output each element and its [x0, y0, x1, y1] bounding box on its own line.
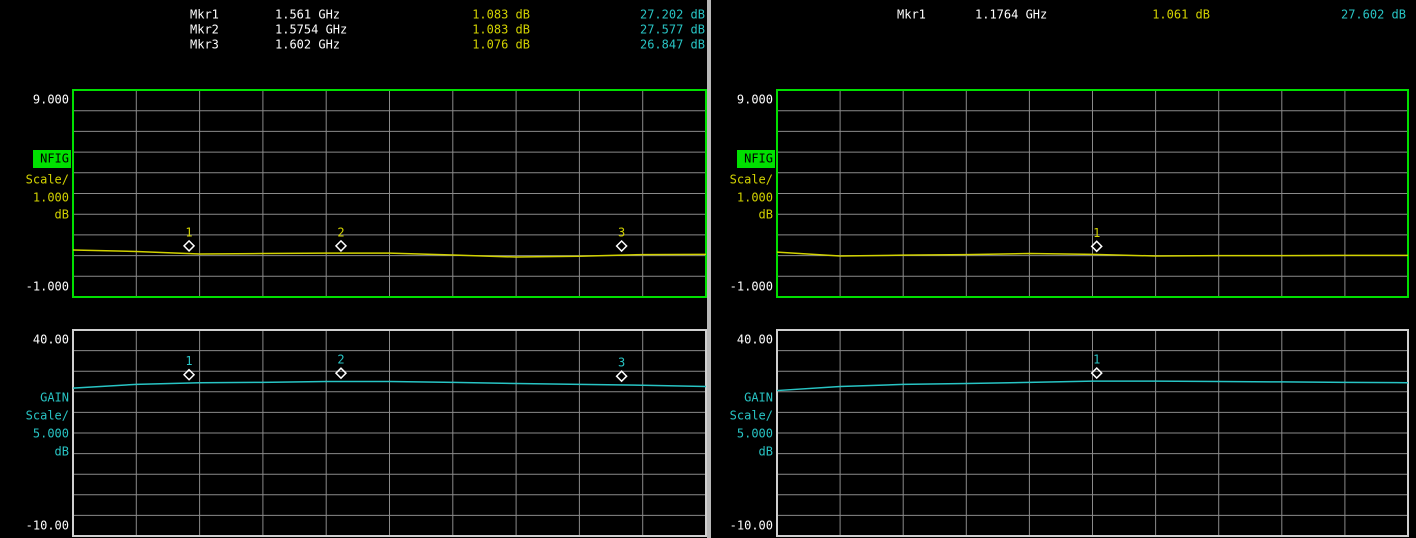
marker-diamond	[334, 367, 348, 380]
trace	[776, 251, 1408, 257]
scale-value: 1.000	[737, 191, 773, 205]
scale-value: 5.000	[737, 427, 773, 441]
marker-diamond	[182, 239, 196, 252]
scale-value: 5.000	[33, 427, 69, 441]
scale-label: Scale/	[26, 409, 69, 423]
trace	[72, 249, 707, 258]
plot-border	[72, 89, 707, 298]
y-tick-label: -1.000	[730, 280, 773, 294]
scale-label: Scale/	[730, 409, 773, 423]
trace	[776, 380, 1409, 392]
marker-name: Mkr1	[897, 8, 926, 22]
scale-label: Scale/	[730, 173, 773, 187]
scale-unit: dB	[759, 208, 773, 222]
y-tick-label: -10.00	[26, 519, 69, 533]
trace-name-box	[737, 150, 775, 168]
marker-gain: 27.602 dB	[1341, 8, 1406, 22]
y-tick-label: 9.000	[737, 93, 773, 107]
scale-unit: dB	[55, 445, 69, 459]
y-tick-label: 40.00	[33, 333, 69, 347]
marker-diamond	[182, 368, 196, 381]
trace-name: NFIG	[40, 152, 69, 166]
marker-id: 2	[337, 353, 344, 367]
marker-diamond	[615, 239, 628, 253]
plot-border	[776, 329, 1409, 537]
scale-label: Scale/	[26, 173, 69, 187]
marker-name: Mkr3	[190, 38, 219, 52]
marker-id: 1	[185, 354, 192, 368]
trace	[72, 380, 707, 389]
trace-name-box	[33, 150, 71, 168]
marker-id: 3	[618, 356, 625, 370]
y-tick-label: -10.00	[730, 519, 773, 533]
marker-diamond	[334, 239, 348, 252]
marker-diamond	[1090, 240, 1103, 253]
marker-gain: 27.202 dB	[640, 8, 705, 22]
marker-id: 1	[185, 225, 192, 239]
y-tick-label: 9.000	[33, 93, 69, 107]
marker-nf: 1.076 dB	[472, 38, 530, 52]
marker-diamond	[615, 370, 628, 383]
marker-freq: 1.602 GHz	[275, 38, 340, 52]
trace-name: GAIN	[40, 391, 69, 405]
panel-right	[711, 0, 1416, 538]
marker-nf: 1.061 dB	[1152, 8, 1210, 22]
trace-name: NFIG	[744, 152, 773, 166]
marker-id: 1	[1093, 226, 1100, 240]
marker-id: 1	[1093, 353, 1100, 367]
marker-id: 2	[337, 225, 344, 239]
marker-freq: 1.561 GHz	[275, 8, 340, 22]
plot-border	[776, 89, 1409, 298]
scale-value: 1.000	[33, 191, 69, 205]
marker-name: Mkr2	[190, 23, 219, 37]
y-tick-label: 40.00	[737, 333, 773, 347]
y-tick-label: -1.000	[26, 280, 69, 294]
scale-unit: dB	[55, 208, 69, 222]
marker-nf: 1.083 dB	[472, 8, 530, 22]
marker-id: 3	[618, 226, 625, 240]
marker-name: Mkr1	[190, 8, 219, 22]
panel-left	[0, 0, 707, 538]
scale-unit: dB	[759, 445, 773, 459]
marker-freq: 1.1764 GHz	[975, 8, 1047, 22]
trace-name: GAIN	[744, 391, 773, 405]
marker-diamond	[1090, 367, 1103, 380]
plot-border	[72, 329, 707, 537]
marker-nf: 1.083 dB	[472, 23, 530, 37]
marker-freq: 1.5754 GHz	[275, 23, 347, 37]
marker-gain: 26.847 dB	[640, 38, 705, 52]
marker-gain: 27.577 dB	[640, 23, 705, 37]
